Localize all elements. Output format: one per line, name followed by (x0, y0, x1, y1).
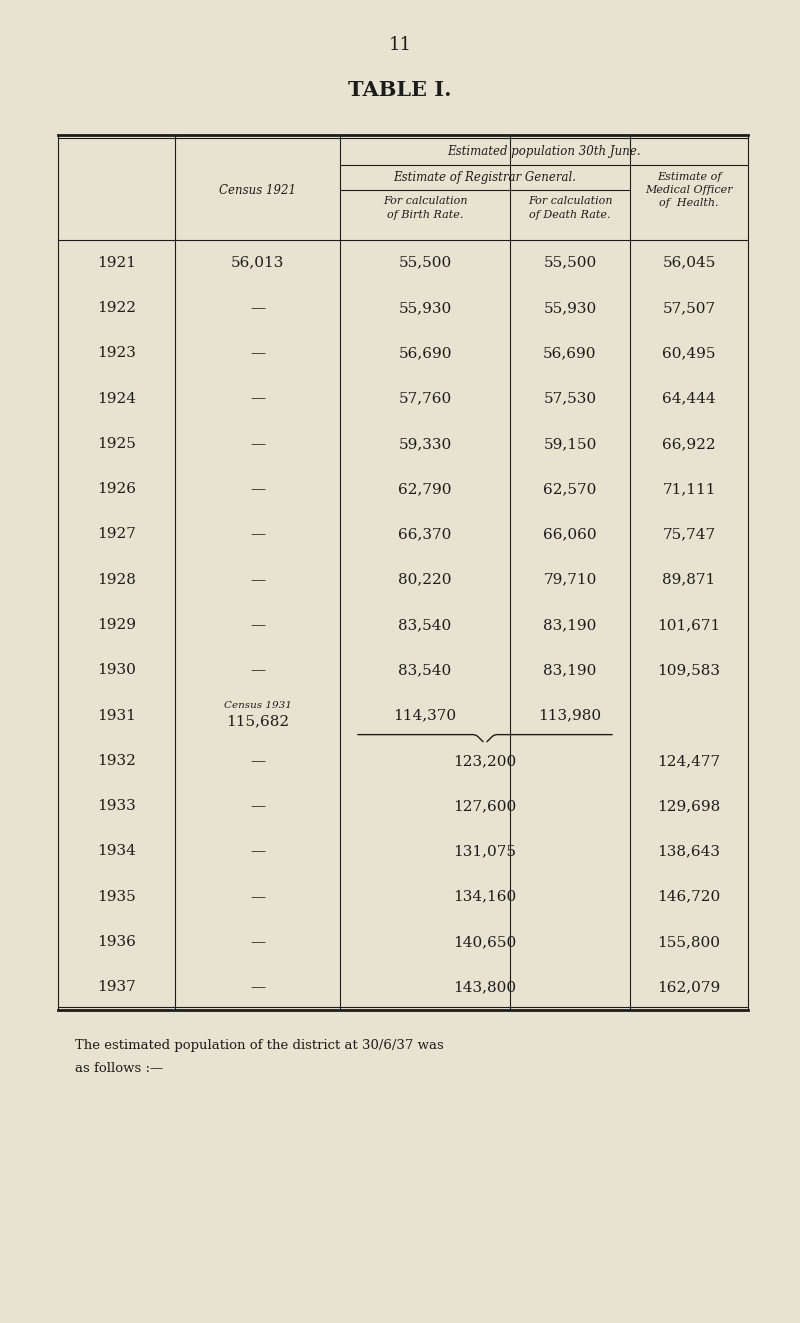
Text: 55,500: 55,500 (543, 255, 597, 270)
Text: 66,370: 66,370 (398, 528, 452, 541)
Text: TABLE I.: TABLE I. (348, 79, 452, 101)
Text: 83,540: 83,540 (398, 618, 452, 632)
Text: 83,540: 83,540 (398, 663, 452, 677)
Text: 55,930: 55,930 (543, 300, 597, 315)
Text: 114,370: 114,370 (394, 709, 457, 722)
Text: 123,200: 123,200 (454, 754, 517, 767)
Text: 1930: 1930 (97, 663, 136, 677)
Text: 66,922: 66,922 (662, 437, 716, 451)
Text: 55,930: 55,930 (398, 300, 452, 315)
Text: —: — (250, 618, 265, 632)
Text: Census 1921: Census 1921 (219, 184, 296, 197)
Text: Estimate of Registrar General.: Estimate of Registrar General. (394, 172, 577, 184)
Text: 134,160: 134,160 (454, 890, 517, 904)
Text: 56,045: 56,045 (662, 255, 716, 270)
Text: Estimated population 30th June.: Estimated population 30th June. (447, 146, 641, 159)
Text: 1937: 1937 (97, 980, 136, 995)
Text: 1936: 1936 (97, 935, 136, 949)
Text: —: — (250, 573, 265, 586)
Text: 57,507: 57,507 (662, 300, 715, 315)
Text: 83,190: 83,190 (543, 663, 597, 677)
Text: —: — (250, 890, 265, 904)
Text: 79,710: 79,710 (543, 573, 597, 586)
Text: 1929: 1929 (97, 618, 136, 632)
Text: —: — (250, 935, 265, 949)
Text: 60,495: 60,495 (662, 347, 716, 360)
Text: —: — (250, 844, 265, 859)
Text: —: — (250, 980, 265, 995)
Text: 1934: 1934 (97, 844, 136, 859)
Text: 115,682: 115,682 (226, 714, 289, 728)
Text: 143,800: 143,800 (454, 980, 517, 995)
Text: For calculation
of Birth Rate.: For calculation of Birth Rate. (382, 196, 467, 220)
Text: 1925: 1925 (97, 437, 136, 451)
Text: —: — (250, 663, 265, 677)
Text: 1921: 1921 (97, 255, 136, 270)
Text: —: — (250, 528, 265, 541)
Text: 56,690: 56,690 (398, 347, 452, 360)
Text: Estimate of
Medical Officer
of  Health.: Estimate of Medical Officer of Health. (645, 172, 733, 208)
Text: 124,477: 124,477 (658, 754, 721, 767)
Text: 59,150: 59,150 (543, 437, 597, 451)
Text: 59,330: 59,330 (398, 437, 452, 451)
Text: 1933: 1933 (97, 799, 136, 814)
Text: Census 1931: Census 1931 (223, 701, 291, 710)
Text: 57,760: 57,760 (398, 392, 452, 406)
Text: 71,111: 71,111 (662, 482, 716, 496)
Text: 1935: 1935 (97, 890, 136, 904)
Text: —: — (250, 482, 265, 496)
Text: as follows :—: as follows :— (75, 1061, 163, 1074)
Text: —: — (250, 347, 265, 360)
Text: 1932: 1932 (97, 754, 136, 767)
Text: 162,079: 162,079 (658, 980, 721, 995)
Text: 66,060: 66,060 (543, 528, 597, 541)
Text: 129,698: 129,698 (658, 799, 721, 814)
Text: For calculation
of Death Rate.: For calculation of Death Rate. (528, 196, 612, 220)
Text: 1927: 1927 (97, 528, 136, 541)
Text: 146,720: 146,720 (658, 890, 721, 904)
Text: 80,220: 80,220 (398, 573, 452, 586)
Text: 1931: 1931 (97, 709, 136, 722)
Text: 62,790: 62,790 (398, 482, 452, 496)
Text: 101,671: 101,671 (658, 618, 721, 632)
Text: 127,600: 127,600 (454, 799, 517, 814)
Text: —: — (250, 392, 265, 406)
Text: 64,444: 64,444 (662, 392, 716, 406)
Text: 1926: 1926 (97, 482, 136, 496)
Text: 75,747: 75,747 (662, 528, 715, 541)
Text: 83,190: 83,190 (543, 618, 597, 632)
Text: 1928: 1928 (97, 573, 136, 586)
Text: —: — (250, 300, 265, 315)
Text: 1923: 1923 (97, 347, 136, 360)
Text: —: — (250, 799, 265, 814)
Text: 62,570: 62,570 (543, 482, 597, 496)
Text: —: — (250, 754, 265, 767)
Text: 55,500: 55,500 (398, 255, 452, 270)
Text: 11: 11 (389, 36, 411, 54)
Text: —: — (250, 437, 265, 451)
Text: 56,013: 56,013 (231, 255, 284, 270)
Text: The estimated population of the district at 30/6/37 was: The estimated population of the district… (75, 1039, 444, 1052)
Text: 109,583: 109,583 (658, 663, 721, 677)
Text: 89,871: 89,871 (662, 573, 716, 586)
Text: 131,075: 131,075 (454, 844, 517, 859)
Text: 155,800: 155,800 (658, 935, 721, 949)
Text: 56,690: 56,690 (543, 347, 597, 360)
Text: 140,650: 140,650 (454, 935, 517, 949)
Text: 113,980: 113,980 (538, 709, 602, 722)
Text: 57,530: 57,530 (543, 392, 597, 406)
Text: 1922: 1922 (97, 300, 136, 315)
Text: 138,643: 138,643 (658, 844, 721, 859)
Text: 1924: 1924 (97, 392, 136, 406)
